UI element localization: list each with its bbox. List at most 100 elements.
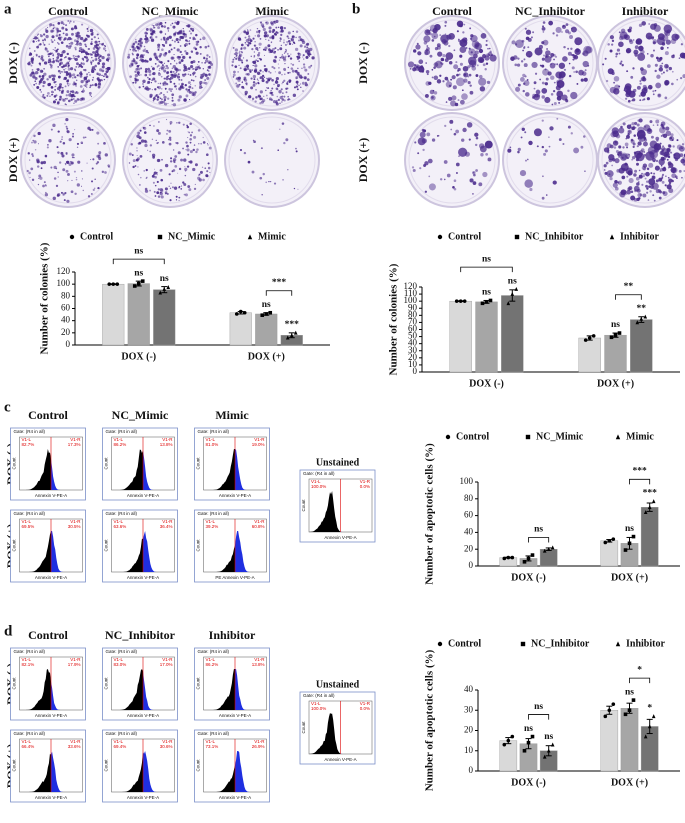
flow-gate: Gate: (R4 in all) <box>198 731 230 736</box>
colony <box>202 36 206 40</box>
colony <box>661 173 665 176</box>
flow-xlabel: PE Annexin V-PE-A <box>215 575 254 580</box>
colony <box>101 74 103 77</box>
colony <box>180 185 183 187</box>
flow-ylabel: Count <box>12 759 17 772</box>
colony <box>553 102 557 106</box>
colony <box>568 74 572 78</box>
colony <box>145 168 148 172</box>
colony <box>167 30 170 32</box>
colony <box>83 79 86 82</box>
colony <box>68 138 72 142</box>
colony <box>168 130 172 133</box>
colony <box>448 44 451 48</box>
colony <box>521 127 525 131</box>
colony <box>40 34 43 38</box>
colony <box>613 75 620 82</box>
colony <box>541 95 545 99</box>
colony <box>42 184 45 188</box>
colony <box>34 36 38 40</box>
histogram-positive <box>51 459 83 490</box>
colony <box>645 171 650 177</box>
data-point <box>454 299 459 303</box>
colony <box>632 145 635 149</box>
colony <box>474 143 478 147</box>
colony <box>627 187 631 191</box>
significance: ns <box>625 524 634 534</box>
colony <box>265 94 268 97</box>
colony <box>451 95 457 101</box>
colony <box>190 84 192 86</box>
colony <box>290 63 292 65</box>
dish-rim <box>506 116 594 204</box>
colony <box>252 139 255 142</box>
colony <box>281 83 283 85</box>
colony <box>288 98 290 100</box>
colony <box>147 67 150 71</box>
colony <box>172 65 176 69</box>
colony <box>654 165 660 171</box>
colony <box>187 24 191 28</box>
colony <box>278 90 282 94</box>
colony <box>517 83 521 87</box>
colony <box>76 91 79 95</box>
colony <box>168 43 172 47</box>
data-point <box>550 742 555 747</box>
colony <box>286 82 289 86</box>
colony <box>298 56 301 59</box>
colony <box>85 53 88 56</box>
colony <box>525 29 532 35</box>
colony <box>27 152 30 155</box>
data-point <box>111 282 116 286</box>
colony <box>641 172 644 175</box>
colony <box>132 53 134 56</box>
colony <box>86 86 88 88</box>
colony <box>64 191 67 195</box>
colony <box>293 187 296 190</box>
colony <box>153 190 156 193</box>
colony <box>533 128 542 137</box>
colony <box>96 47 100 51</box>
colony <box>157 188 160 191</box>
colony <box>453 179 457 182</box>
colony <box>456 30 459 33</box>
colony <box>253 140 256 143</box>
colony <box>64 69 66 71</box>
colony <box>611 69 615 73</box>
colony <box>421 70 425 73</box>
colony <box>488 54 491 56</box>
colony <box>301 67 303 69</box>
colony <box>146 32 149 35</box>
colony <box>139 154 143 158</box>
colony <box>282 92 284 95</box>
colony <box>153 125 155 127</box>
colony <box>535 89 541 95</box>
flow-ylabel: Count <box>12 539 17 552</box>
histogram-positive <box>51 751 83 792</box>
colony <box>137 39 141 43</box>
colony <box>30 57 34 61</box>
colony <box>197 176 201 180</box>
colony <box>250 55 253 58</box>
colony <box>151 24 153 26</box>
colony <box>267 39 270 42</box>
colony <box>167 102 169 105</box>
significance: ns <box>482 288 491 298</box>
colony <box>98 58 102 63</box>
colony <box>616 169 620 173</box>
colony <box>195 33 198 37</box>
colony <box>555 85 561 91</box>
colony <box>51 30 53 32</box>
colony <box>102 42 104 44</box>
colony <box>462 127 467 133</box>
colony <box>640 138 642 140</box>
flow-xlabel: Annexin V-PE-A <box>219 795 251 800</box>
colony <box>486 80 491 84</box>
colony <box>172 159 176 163</box>
colony <box>269 71 272 74</box>
colony <box>162 65 166 69</box>
colony <box>650 135 654 139</box>
colony <box>189 122 192 126</box>
colony <box>247 35 251 38</box>
colony <box>626 70 629 73</box>
